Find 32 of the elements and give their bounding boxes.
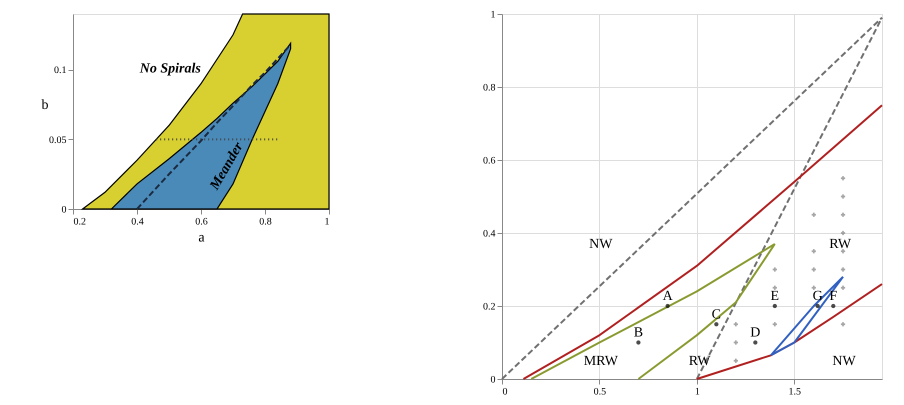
x-tick-label: 0.4	[131, 216, 144, 228]
x-tick-label: 0.8	[259, 216, 272, 228]
annotation: NW	[589, 236, 614, 252]
annotation: A	[662, 289, 674, 304]
x-tick-label: 1	[324, 216, 330, 228]
x-tick-label: 1.5	[788, 386, 802, 398]
y-tick-label: 1	[490, 10, 496, 20]
y-tick-label: 0.6	[483, 156, 496, 166]
x-tick-label: 0.6	[195, 216, 208, 228]
x-tick-label: 0	[502, 386, 508, 398]
annotation: MRW	[584, 354, 619, 369]
x-axis-title: a	[198, 230, 206, 246]
annotation: G	[812, 289, 823, 304]
y-tick-label: 0.4	[483, 228, 496, 240]
x-tick-label: 0.5	[594, 386, 606, 398]
y-tick-label: 0.8	[483, 82, 496, 94]
x-tick-label: 0.2	[74, 216, 86, 228]
y-tick-label: 0.2	[483, 302, 496, 312]
annotation: E	[770, 289, 780, 304]
annotation: RW	[829, 236, 852, 252]
annotation: No Spirals	[138, 62, 202, 77]
annotation: F	[829, 289, 838, 304]
annotation: B	[634, 326, 644, 340]
y-tick-label: 0.1	[54, 65, 66, 76]
y-tick-label: 0	[62, 204, 66, 216]
annotation: RW	[688, 354, 712, 369]
x-tick-label: 1	[694, 386, 700, 398]
y-tick-label: 0	[490, 374, 496, 386]
y-axis-title: b	[42, 98, 48, 113]
y-tick-label: 0.05	[49, 134, 66, 146]
annotation: NW	[832, 354, 856, 369]
annotation: D	[750, 326, 760, 340]
